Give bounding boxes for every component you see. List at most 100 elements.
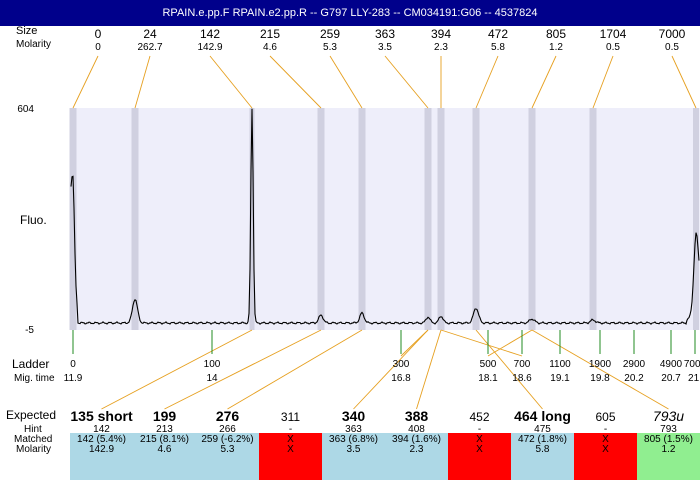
ladder-size-label: 300 — [393, 359, 410, 370]
matched-value: X — [476, 434, 483, 445]
match-cell — [448, 433, 511, 480]
ladder-time-label: 18.6 — [512, 373, 532, 384]
match-cell — [637, 433, 700, 480]
ladder-size-label: 500 — [480, 359, 497, 370]
peak-size-label: 472 — [488, 27, 508, 41]
molarity-value: X — [602, 444, 609, 455]
ladder-time-label: 21. — [688, 373, 700, 384]
ladder-size-label: 1100 — [549, 359, 571, 370]
molarity-value: 4.6 — [158, 444, 172, 455]
expected-size-label: 199 — [153, 408, 177, 424]
title-bar: RPAIN.e.pp.F RPAIN.e2.pp.R -- G797 LLY-2… — [0, 0, 700, 26]
size-row-label: Size — [16, 25, 37, 37]
ladder-time-label: 20.7 — [661, 373, 681, 384]
y-tick-max: 604 — [17, 104, 34, 115]
ladder-time-label: 16.8 — [391, 373, 411, 384]
ladder-size-label: 4900 — [660, 359, 683, 370]
hint-value: 363 — [345, 424, 362, 435]
matched-value: 215 (8.1%) — [140, 434, 189, 445]
hint-value: - — [289, 424, 292, 435]
molarity-value: 5.8 — [536, 444, 550, 455]
peak-molarity-label: 0.5 — [606, 42, 620, 53]
peak-size-label: 142 — [200, 27, 220, 41]
match-cell — [196, 433, 259, 480]
peak-guide-line — [592, 55, 614, 109]
match-cell — [70, 433, 133, 480]
molarity-row-label: Molarity — [16, 39, 51, 50]
hint-value: 142 — [93, 424, 110, 435]
molarity-value: 3.5 — [347, 444, 361, 455]
expected-guide-line — [101, 329, 253, 410]
ladder-time-label: 11.9 — [64, 373, 83, 384]
peak-size-label: 805 — [546, 27, 566, 41]
peak-bands — [69, 108, 699, 330]
molarity-value: X — [287, 444, 294, 455]
peak-band — [317, 108, 325, 330]
peak-band — [131, 108, 139, 330]
ladder-time-label: 14 — [206, 373, 218, 384]
match-cell — [574, 433, 637, 480]
matched-value: 805 (1.5%) — [644, 434, 693, 445]
matched-value: 363 (6.8%) — [329, 434, 378, 445]
peak-molarity-label: 5.8 — [491, 42, 505, 53]
expected-guide-line — [416, 329, 442, 410]
peak-size-label: 0 — [95, 27, 102, 41]
molarity-value: 1.2 — [662, 444, 676, 455]
expected-size-label: 452 — [469, 410, 489, 424]
hint-value: 213 — [156, 424, 173, 435]
mig-time-label: Mig. time — [14, 373, 55, 384]
peak-band — [589, 108, 597, 330]
peak-size-label: 259 — [320, 27, 340, 41]
ladder-guide-line — [487, 329, 533, 357]
peak-guide-line — [531, 55, 557, 109]
ladder-size-label: 0 — [70, 359, 76, 370]
expected-guide-line — [227, 329, 363, 410]
hint-value: 475 — [534, 424, 551, 435]
peak-band — [424, 108, 432, 330]
peak-molarity-label: 2.3 — [434, 42, 448, 53]
peak-guide-line — [134, 55, 151, 109]
ladder-size-label: 1900 — [589, 359, 612, 370]
ladder-time-label: 20.2 — [624, 373, 644, 384]
match-cell — [511, 433, 574, 480]
peak-band — [437, 108, 445, 330]
hint-value: 793 — [660, 424, 677, 435]
fluorescence-trace — [70, 108, 700, 326]
peak-guide-line — [209, 55, 253, 109]
peak-size-label: 24 — [143, 27, 157, 41]
peak-guide-line — [475, 55, 499, 109]
peak-guides-top — [72, 55, 697, 109]
expected-size-label: 388 — [405, 408, 429, 424]
expected-size-label: 605 — [595, 410, 615, 424]
ladder-time-label: 19.1 — [550, 373, 570, 384]
molarity-bottom-label: Molarity — [16, 444, 51, 455]
peak-guide-line — [72, 55, 99, 109]
match-cell — [385, 433, 448, 480]
peak-molarity-label: 3.5 — [378, 42, 392, 53]
expected-size-label: 464 long — [514, 408, 571, 424]
peak-size-label: 1704 — [600, 27, 627, 41]
peak-molarity-label: 0 — [95, 42, 101, 53]
ladder-size-label: 100 — [204, 359, 221, 370]
expected-guide-line — [531, 329, 669, 410]
hint-label: Hint — [24, 424, 42, 435]
matched-value: 472 (1.8%) — [518, 434, 567, 445]
peak-size-label: 394 — [431, 27, 451, 41]
peak-molarity-label: 142.9 — [197, 42, 222, 53]
match-cell — [322, 433, 385, 480]
y-axis-label: Fluo. — [20, 213, 47, 227]
peak-molarity-label: 1.2 — [549, 42, 563, 53]
matched-value: X — [287, 434, 294, 445]
hint-value: - — [478, 424, 481, 435]
matched-value: 142 (5.4%) — [77, 434, 126, 445]
y-tick-min: -5 — [25, 325, 34, 336]
expected-label: Expected — [6, 408, 56, 422]
expected-guide-line — [164, 329, 322, 410]
expected-size-label: 135 short — [70, 408, 133, 424]
match-cell — [133, 433, 196, 480]
matched-value: 394 (1.6%) — [392, 434, 441, 445]
expected-guide-line — [353, 329, 429, 410]
